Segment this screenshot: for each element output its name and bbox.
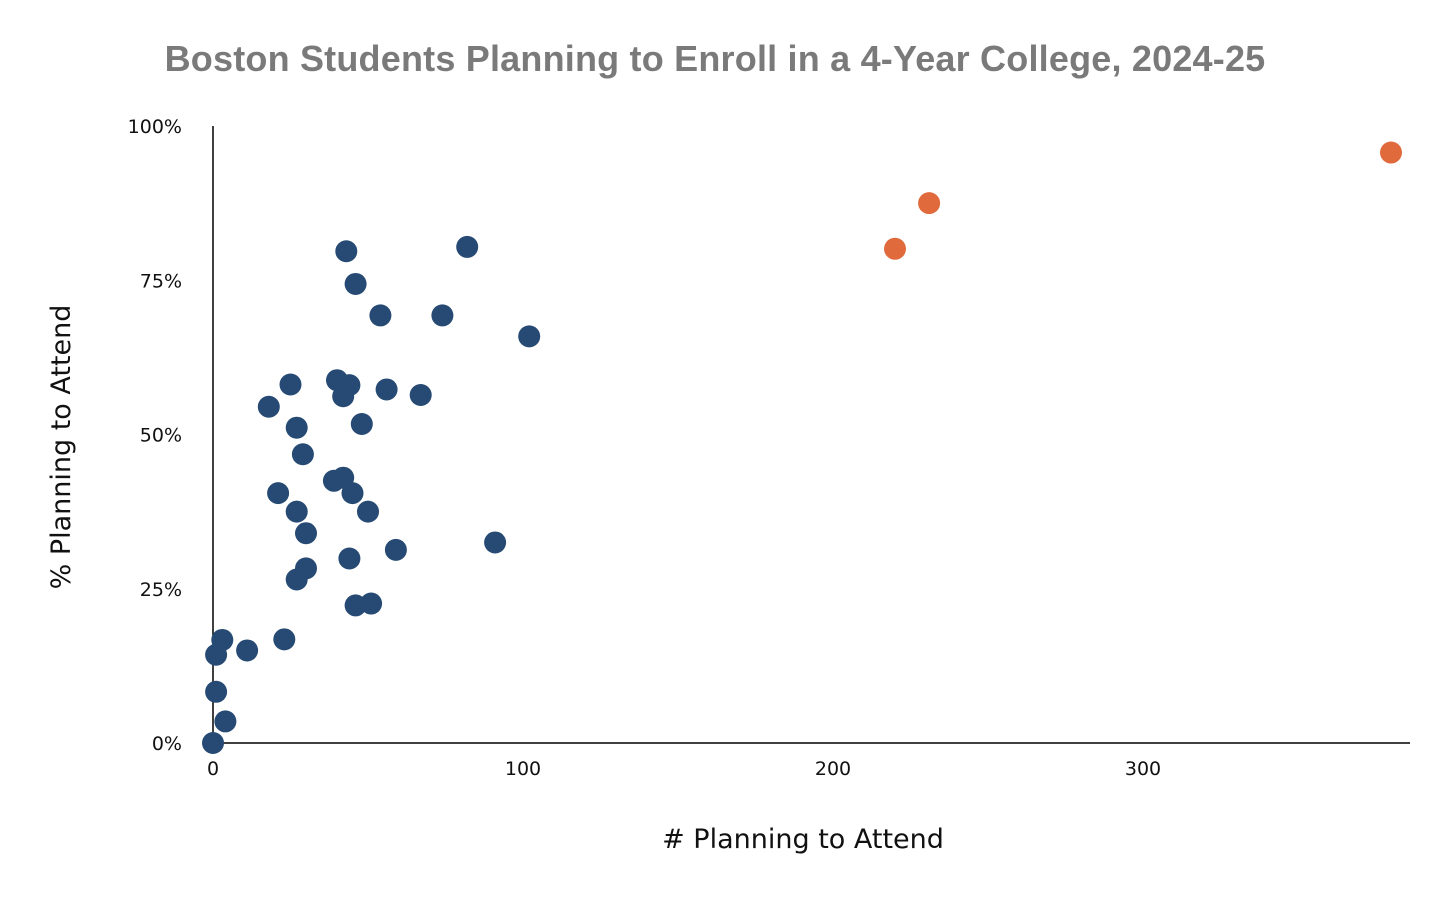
x-tick-label: 300 — [1125, 758, 1161, 780]
data-point — [285, 416, 308, 439]
data-point — [456, 235, 479, 258]
x-tick-label: 100 — [505, 758, 541, 780]
y-tick-label: 0% — [152, 733, 182, 755]
data-point — [291, 443, 314, 466]
data-point — [1380, 141, 1402, 164]
y-tick-label: 100% — [128, 116, 182, 138]
data-points — [202, 141, 1402, 754]
data-point — [211, 628, 234, 651]
data-point — [431, 304, 454, 327]
data-point — [350, 413, 373, 436]
data-point — [338, 547, 361, 570]
data-point — [484, 531, 507, 554]
data-point — [409, 384, 432, 407]
data-point — [285, 500, 308, 523]
data-point — [332, 385, 355, 408]
y-tick-label: 25% — [140, 579, 182, 601]
y-tick-label: 75% — [140, 270, 182, 292]
x-axis-title: # Planning to Attend — [662, 824, 944, 855]
data-point — [267, 482, 290, 505]
data-point — [884, 237, 906, 260]
data-point — [205, 680, 228, 703]
data-point — [360, 592, 383, 615]
data-point — [202, 732, 224, 754]
data-point — [335, 240, 358, 263]
data-point — [279, 373, 302, 396]
data-point — [236, 639, 259, 662]
data-point — [273, 628, 296, 651]
data-point — [357, 500, 379, 523]
data-point — [344, 272, 367, 295]
data-point — [295, 557, 317, 580]
x-axis-ticks: 0 100 200 300 — [207, 758, 1161, 780]
data-point — [214, 710, 237, 733]
data-point — [918, 192, 941, 215]
data-point — [384, 538, 407, 561]
data-point — [518, 325, 541, 348]
x-tick-label: 0 — [207, 758, 219, 780]
data-point — [295, 522, 317, 545]
x-tick-label: 200 — [815, 758, 851, 780]
data-point — [375, 378, 398, 401]
data-point — [257, 395, 280, 418]
y-tick-label: 50% — [140, 425, 182, 447]
data-point — [341, 482, 364, 505]
data-point — [369, 304, 392, 327]
chart-title: Boston Students Planning to Enroll in a … — [164, 38, 1266, 79]
y-axis-title: % Planning to Attend — [46, 305, 77, 590]
y-axis-ticks: 0% 25% 50% 75% 100% — [128, 116, 182, 755]
